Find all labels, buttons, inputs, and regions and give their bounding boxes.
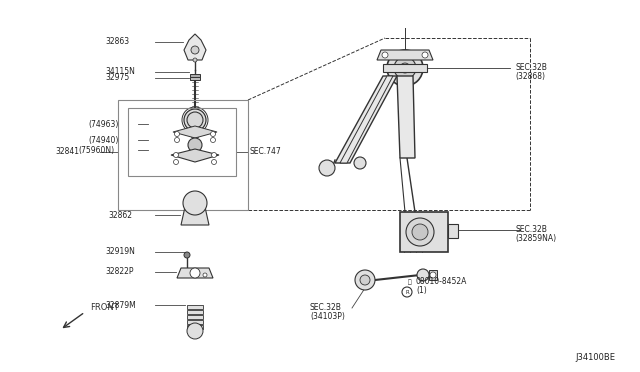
Polygon shape — [335, 76, 397, 163]
Circle shape — [184, 109, 206, 131]
Text: SEC.32B: SEC.32B — [310, 304, 342, 312]
Circle shape — [394, 57, 416, 79]
Circle shape — [211, 153, 216, 157]
Circle shape — [211, 131, 216, 137]
Text: (32859NA): (32859NA) — [515, 234, 556, 243]
Circle shape — [175, 138, 179, 142]
Text: 32863: 32863 — [105, 38, 129, 46]
Text: SEC.747: SEC.747 — [250, 148, 282, 157]
Circle shape — [319, 160, 335, 176]
Polygon shape — [340, 76, 393, 163]
Bar — [118, 100, 248, 210]
Text: 32862: 32862 — [108, 211, 132, 219]
Circle shape — [417, 269, 429, 281]
Bar — [383, 64, 427, 72]
Circle shape — [400, 63, 410, 73]
Circle shape — [188, 138, 202, 152]
Bar — [187, 325, 203, 329]
Text: (34103P): (34103P) — [310, 311, 345, 321]
Text: 08010-8452A: 08010-8452A — [416, 278, 467, 286]
Circle shape — [406, 218, 434, 246]
Circle shape — [191, 131, 199, 139]
Circle shape — [412, 224, 428, 240]
Circle shape — [184, 252, 190, 258]
Circle shape — [191, 46, 199, 54]
Circle shape — [173, 153, 179, 157]
Circle shape — [387, 50, 423, 86]
Text: J34100BE: J34100BE — [575, 353, 615, 362]
Text: 34115N: 34115N — [105, 67, 135, 77]
Bar — [190, 77, 200, 80]
Text: 32822P: 32822P — [105, 267, 134, 276]
Circle shape — [354, 157, 366, 169]
Bar — [187, 320, 203, 324]
Circle shape — [183, 191, 207, 215]
Text: SEC.32B: SEC.32B — [515, 64, 547, 73]
Text: (32868): (32868) — [515, 71, 545, 80]
Circle shape — [382, 52, 388, 58]
Circle shape — [203, 273, 207, 277]
Polygon shape — [173, 126, 217, 138]
Text: (1): (1) — [416, 285, 427, 295]
Text: (75960N): (75960N) — [78, 145, 114, 154]
Bar — [400, 212, 448, 252]
Text: 32841: 32841 — [55, 148, 79, 157]
Circle shape — [430, 272, 436, 278]
Polygon shape — [177, 268, 213, 278]
Bar — [429, 270, 437, 280]
Bar — [187, 305, 203, 309]
Polygon shape — [397, 76, 415, 158]
Text: SEC.32B: SEC.32B — [515, 225, 547, 234]
Polygon shape — [171, 149, 219, 162]
Circle shape — [175, 131, 179, 137]
Text: 32879M: 32879M — [105, 301, 136, 310]
Circle shape — [355, 270, 375, 290]
Text: 32975: 32975 — [105, 74, 129, 83]
Circle shape — [211, 160, 216, 164]
Bar — [128, 108, 236, 176]
Text: (74940): (74940) — [88, 135, 118, 144]
Circle shape — [422, 52, 428, 58]
Circle shape — [187, 112, 203, 128]
Circle shape — [187, 323, 203, 339]
Bar — [448, 224, 458, 238]
Bar — [187, 310, 203, 314]
Text: FRONT: FRONT — [90, 304, 119, 312]
Bar — [187, 315, 203, 319]
Circle shape — [402, 287, 412, 297]
Circle shape — [360, 275, 370, 285]
Polygon shape — [181, 207, 209, 225]
Circle shape — [173, 160, 179, 164]
Bar — [190, 74, 200, 77]
Text: R: R — [405, 289, 409, 295]
Circle shape — [193, 58, 197, 62]
Polygon shape — [377, 50, 433, 60]
Text: 32919N: 32919N — [105, 247, 135, 257]
Text: (74963): (74963) — [88, 119, 118, 128]
Circle shape — [190, 268, 200, 278]
Circle shape — [211, 138, 216, 142]
Polygon shape — [184, 34, 206, 60]
Text: Ⓡ: Ⓡ — [408, 279, 412, 285]
